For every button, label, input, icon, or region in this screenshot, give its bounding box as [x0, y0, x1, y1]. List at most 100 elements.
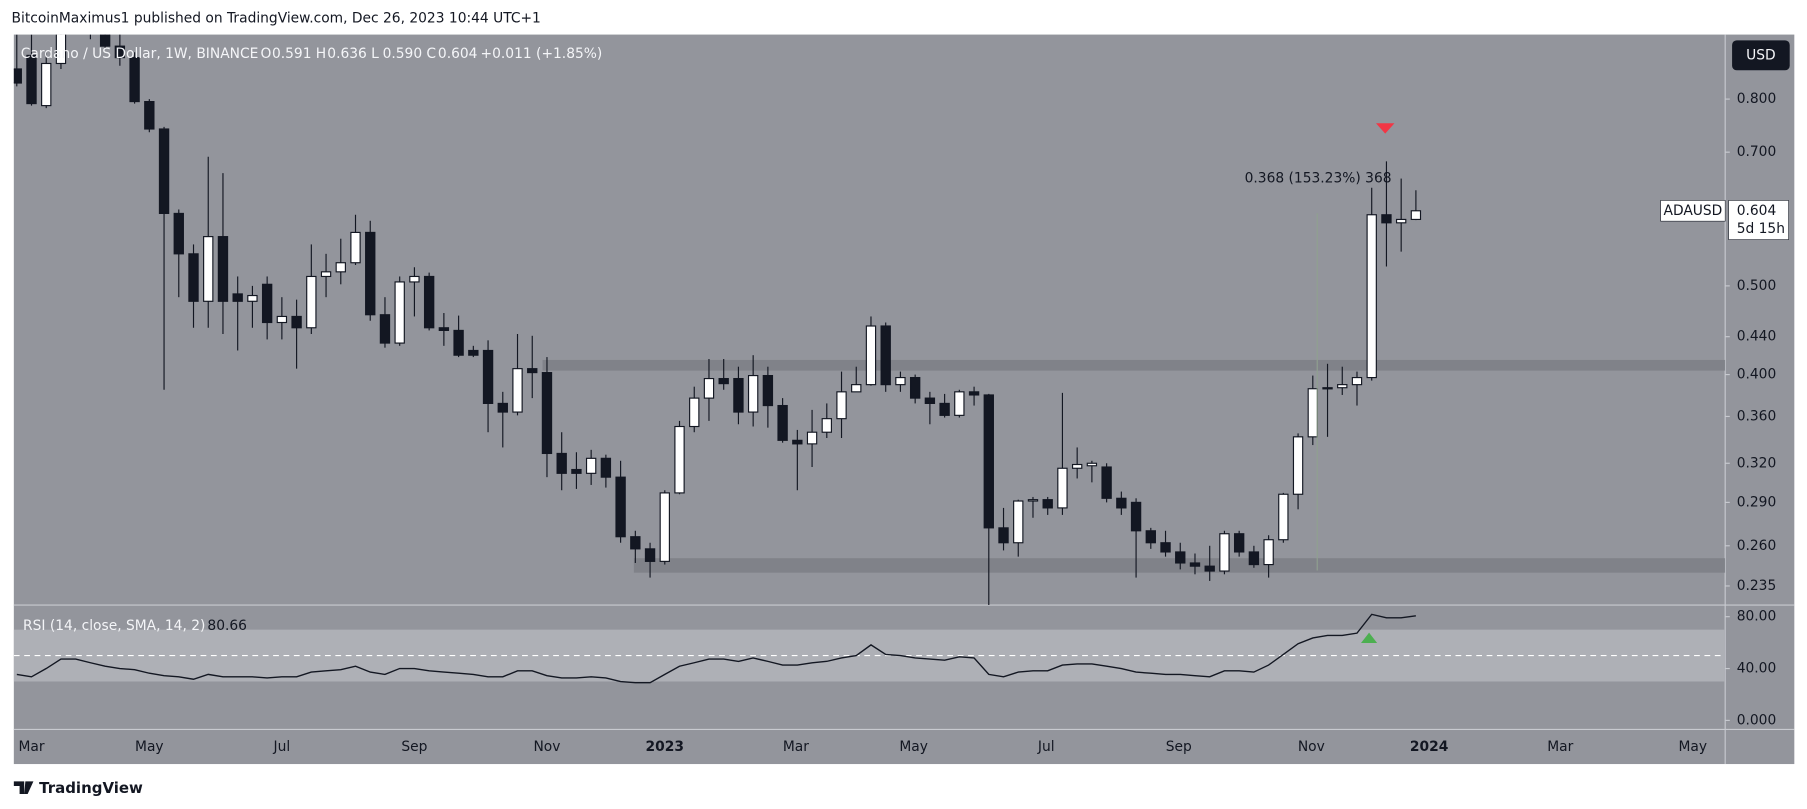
legend-value: 0.590 [383, 46, 423, 62]
candle-body [821, 418, 832, 433]
y-tick-label: 0.500 [1737, 278, 1777, 294]
candle-body [1381, 214, 1392, 224]
x-tick-label: Jul [1037, 739, 1055, 755]
candle-body [1130, 501, 1142, 532]
candle-body [895, 376, 906, 386]
candle-body [1366, 214, 1377, 379]
candle-body [1204, 565, 1215, 572]
candle-body [1160, 542, 1171, 553]
overlay: 0.368 (153.23%) 368 Cardano / US Dollar,… [13, 40, 1790, 797]
candle-body [365, 231, 376, 316]
candle-body [276, 315, 288, 324]
candle-body [674, 425, 685, 494]
candle-body [512, 368, 523, 413]
candle-body [320, 271, 332, 278]
x-tick-label: Mar [1547, 739, 1573, 755]
candle-body [1057, 467, 1068, 509]
candle-body [630, 536, 641, 550]
candle-body [556, 452, 567, 474]
candle-body [114, 45, 126, 59]
y-tick-label: 0.320 [1737, 455, 1777, 471]
x-tick-label: Jul [273, 739, 291, 755]
x-tick-label: Nov [533, 739, 560, 755]
x-tick-label: Mar [18, 739, 44, 755]
candle-body [173, 212, 184, 255]
candle-body [968, 391, 980, 396]
legend-value: 0.591 [272, 46, 312, 62]
rsi-line [16, 613, 1416, 684]
candle-body [188, 253, 199, 302]
candle-body [217, 236, 229, 302]
candle-body [924, 397, 936, 404]
candle-body [1395, 218, 1407, 224]
last-price: 0.604 [1737, 203, 1777, 219]
y-tick-label: 0.260 [1737, 538, 1777, 554]
ticker-tag [1660, 200, 1726, 222]
candle-body [203, 236, 214, 302]
candle-body [1071, 463, 1083, 469]
currency-button[interactable] [1732, 40, 1790, 71]
candle-body [865, 325, 877, 386]
candle-body [99, 34, 111, 47]
x-tick-label: Mar [783, 739, 809, 755]
buy-signal [1361, 632, 1378, 644]
candle-body [482, 349, 494, 404]
candle-body [379, 314, 391, 344]
candle-body [1278, 493, 1289, 541]
candle-body [1027, 499, 1039, 502]
candle-body [129, 57, 140, 103]
candle-body [777, 404, 788, 441]
x-tick-label: 2024 [1410, 739, 1448, 755]
candle-body [13, 68, 22, 84]
candle-body [718, 377, 729, 385]
symbol-title: Cardano / US Dollar, 1W, BINANCE [21, 46, 259, 62]
candle-body [291, 315, 302, 329]
candle-body [689, 397, 700, 428]
candle-body [1175, 551, 1186, 564]
candle-body [1042, 499, 1053, 509]
x-tick-label: May [135, 739, 164, 755]
candle-body [1263, 539, 1274, 566]
candle-body [261, 283, 273, 324]
candle-body [806, 431, 818, 445]
candle-body [1248, 551, 1260, 566]
candle-body [1292, 436, 1304, 495]
price-change: +0.011 (+1.85%) [481, 46, 603, 62]
candle-body [306, 275, 317, 329]
legend-value: 0.604 [438, 46, 478, 62]
candle-body [55, 34, 67, 65]
candle-body [527, 368, 538, 374]
candle-body [144, 101, 155, 130]
candle-body [851, 384, 862, 393]
candle-body [350, 231, 361, 264]
candle-body [438, 327, 450, 331]
price-zone [633, 558, 1726, 573]
candle-body [1233, 533, 1245, 553]
candle-body [880, 325, 891, 386]
candle-body [954, 391, 965, 416]
candle-body [41, 62, 52, 107]
candle-body [26, 54, 37, 105]
rsi-value: 80.66 [207, 618, 247, 634]
y-tick-label: 0.800 [1737, 91, 1777, 107]
candle-body [792, 439, 803, 445]
published-note: BitcoinMaximus1 published on TradingView… [12, 10, 541, 26]
candle-body [247, 294, 258, 302]
candle-body [1086, 462, 1098, 467]
legend-key: C [426, 46, 436, 62]
x-tick-label: May [1678, 739, 1707, 755]
candle-body [1219, 533, 1230, 572]
price-zone [542, 359, 1726, 371]
legend-value: 0.636 [327, 46, 367, 62]
candle-body [939, 402, 950, 416]
candle-body [335, 262, 346, 273]
x-tick-label: Sep [401, 739, 427, 755]
y-tick-label: 0.440 [1737, 329, 1777, 345]
y-tick-label: 0.360 [1737, 408, 1777, 424]
candle-body [468, 349, 479, 356]
y-tick-label: 0.400 [1737, 367, 1777, 383]
y-tick-label: 0.700 [1737, 144, 1777, 160]
countdown: 5d 15h [1737, 221, 1785, 237]
candle-body [836, 391, 847, 420]
candle-body [158, 128, 170, 215]
